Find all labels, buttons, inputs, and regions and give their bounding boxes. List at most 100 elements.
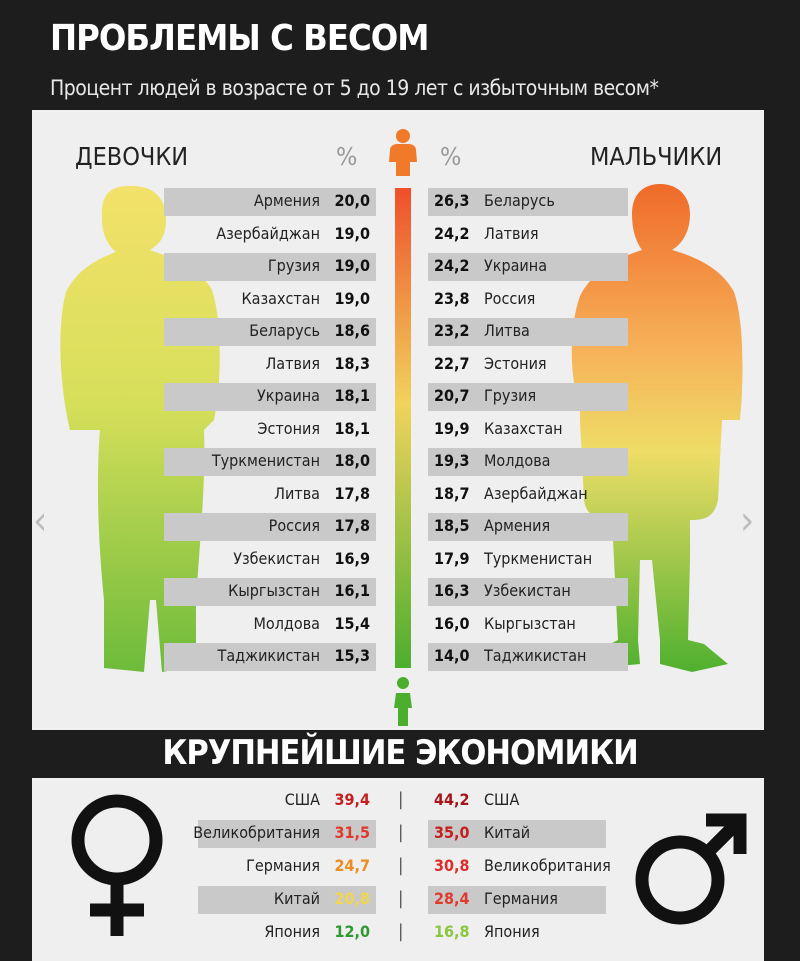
country-label: Беларусь (484, 191, 555, 210)
economies-girls-row: Китай 20,8 (198, 886, 376, 914)
female-symbol-icon (71, 794, 163, 936)
country-label: Украина (484, 256, 548, 275)
value-label: 20,0 (334, 191, 370, 210)
girls-row: Украина 18,1 (164, 383, 376, 411)
value-label: 16,3 (434, 581, 470, 600)
country-label: Великобритания (193, 823, 320, 842)
value-label: 19,0 (334, 256, 370, 275)
country-label: Молдова (253, 613, 321, 633)
country-label: Армения (253, 191, 320, 210)
value-label: 15,4 (334, 613, 370, 633)
girls-percent-header: % (336, 142, 358, 171)
country-label: Казахстан (241, 288, 320, 308)
country-label: Германия (484, 889, 558, 908)
country-label: Литва (274, 483, 320, 503)
girl-silhouette-icon (60, 186, 220, 672)
country-label: Япония (484, 922, 540, 941)
girls-header: ДЕВОЧКИ (75, 142, 189, 171)
economies-title: КРУПНЕЙШИЕ ЭКОНОМИКИ (162, 733, 638, 773)
girls-row: Беларусь 18,6 (164, 318, 376, 346)
economies-boys-row: 16,8 Япония (428, 919, 606, 947)
value-label: 12,0 (334, 922, 370, 941)
boys-row: 18,7 Азербайджан (428, 481, 628, 509)
value-label: 16,1 (334, 581, 370, 600)
economies-girls-row: США 39,4 (198, 787, 376, 815)
value-label: 26,3 (434, 191, 470, 210)
country-label: Германия (246, 856, 320, 875)
economies-divider: | (398, 921, 404, 942)
girls-row: Казахстан 19,0 (164, 286, 376, 314)
value-label: 15,3 (334, 646, 370, 665)
next-arrow-icon[interactable]: › (740, 498, 755, 544)
value-label: 17,8 (334, 516, 370, 535)
value-label: 22,7 (434, 353, 470, 373)
page-subtitle: Процент людей в возрасте от 5 до 19 лет … (50, 76, 659, 100)
value-label: 24,7 (334, 856, 370, 875)
value-label: 18,1 (334, 418, 370, 438)
country-label: США (284, 790, 320, 809)
economies-divider: | (398, 888, 404, 909)
boys-percent-header: % (440, 142, 462, 171)
economies-boys-row: 35,0 Китай (428, 820, 606, 848)
value-label: 39,4 (334, 790, 370, 809)
girls-row: Грузия 19,0 (164, 253, 376, 281)
economies-girls-row: Япония 12,0 (198, 919, 376, 947)
boys-row: 17,9 Туркменистан (428, 546, 628, 574)
economies-girls-row: Германия 24,7 (198, 853, 376, 881)
value-label: 19,0 (334, 288, 370, 308)
country-label: Казахстан (484, 418, 563, 438)
country-label: США (484, 790, 520, 809)
value-label: 28,4 (434, 889, 470, 908)
boy-silhouette-icon (571, 184, 743, 672)
value-label: 20,7 (434, 386, 470, 405)
boys-row: 22,7 Эстония (428, 351, 628, 379)
girls-row: Армения 20,0 (164, 188, 376, 216)
country-label: Молдова (484, 451, 551, 470)
economies-boys-row: 44,2 США (428, 787, 606, 815)
economies-girls-row: Великобритания 31,5 (193, 820, 376, 848)
country-label: Япония (264, 922, 320, 941)
girls-row: Туркменистан 18,0 (164, 448, 376, 476)
value-label: 23,8 (434, 288, 470, 308)
girls-row: Кыргызстан 16,1 (164, 578, 376, 606)
boys-row: 24,2 Латвия (428, 221, 628, 249)
country-label: Узбекистан (484, 581, 571, 600)
country-label: Узбекистан (233, 548, 320, 568)
value-label: 18,7 (434, 483, 470, 503)
country-label: Великобритания (484, 856, 611, 875)
value-label: 19,9 (434, 418, 470, 438)
economies-divider: | (398, 789, 404, 810)
country-label: Кыргызстан (484, 613, 576, 633)
country-label: Латвия (484, 223, 539, 243)
country-label: Украина (256, 386, 320, 405)
value-label: 44,2 (434, 790, 470, 809)
girls-row: Азербайджан 19,0 (164, 221, 376, 249)
country-label: Таджикистан (217, 646, 320, 665)
girls-row: Молдова 15,4 (164, 611, 376, 639)
country-label: Латвия (265, 353, 320, 373)
value-label: 16,9 (334, 548, 370, 568)
page-title: ПРОБЛЕМЫ С ВЕСОМ (50, 18, 430, 59)
country-label: Таджикистан (484, 646, 587, 665)
boys-row: 24,2 Украина (428, 253, 628, 281)
value-label: 18,3 (334, 353, 370, 373)
value-label: 18,1 (334, 386, 370, 405)
country-label: Беларусь (249, 321, 320, 340)
value-label: 20,8 (334, 889, 370, 908)
value-label: 14,0 (434, 646, 470, 665)
country-label: Эстония (257, 418, 320, 438)
economies-boys-row: 28,4 Германия (428, 886, 606, 914)
country-label: Грузия (484, 386, 537, 405)
country-label: Литва (484, 321, 530, 340)
male-symbol-icon (635, 813, 747, 925)
value-label: 16,8 (434, 922, 470, 941)
value-label: 18,0 (334, 451, 370, 470)
value-label: 23,2 (434, 321, 470, 340)
value-label: 18,6 (334, 321, 370, 340)
boys-row: 23,8 Россия (428, 286, 628, 314)
boys-row: 19,3 Молдова (428, 448, 628, 476)
country-label: Армения (484, 516, 551, 535)
prev-arrow-icon[interactable]: ‹ (33, 498, 48, 544)
value-label: 18,5 (434, 516, 470, 535)
